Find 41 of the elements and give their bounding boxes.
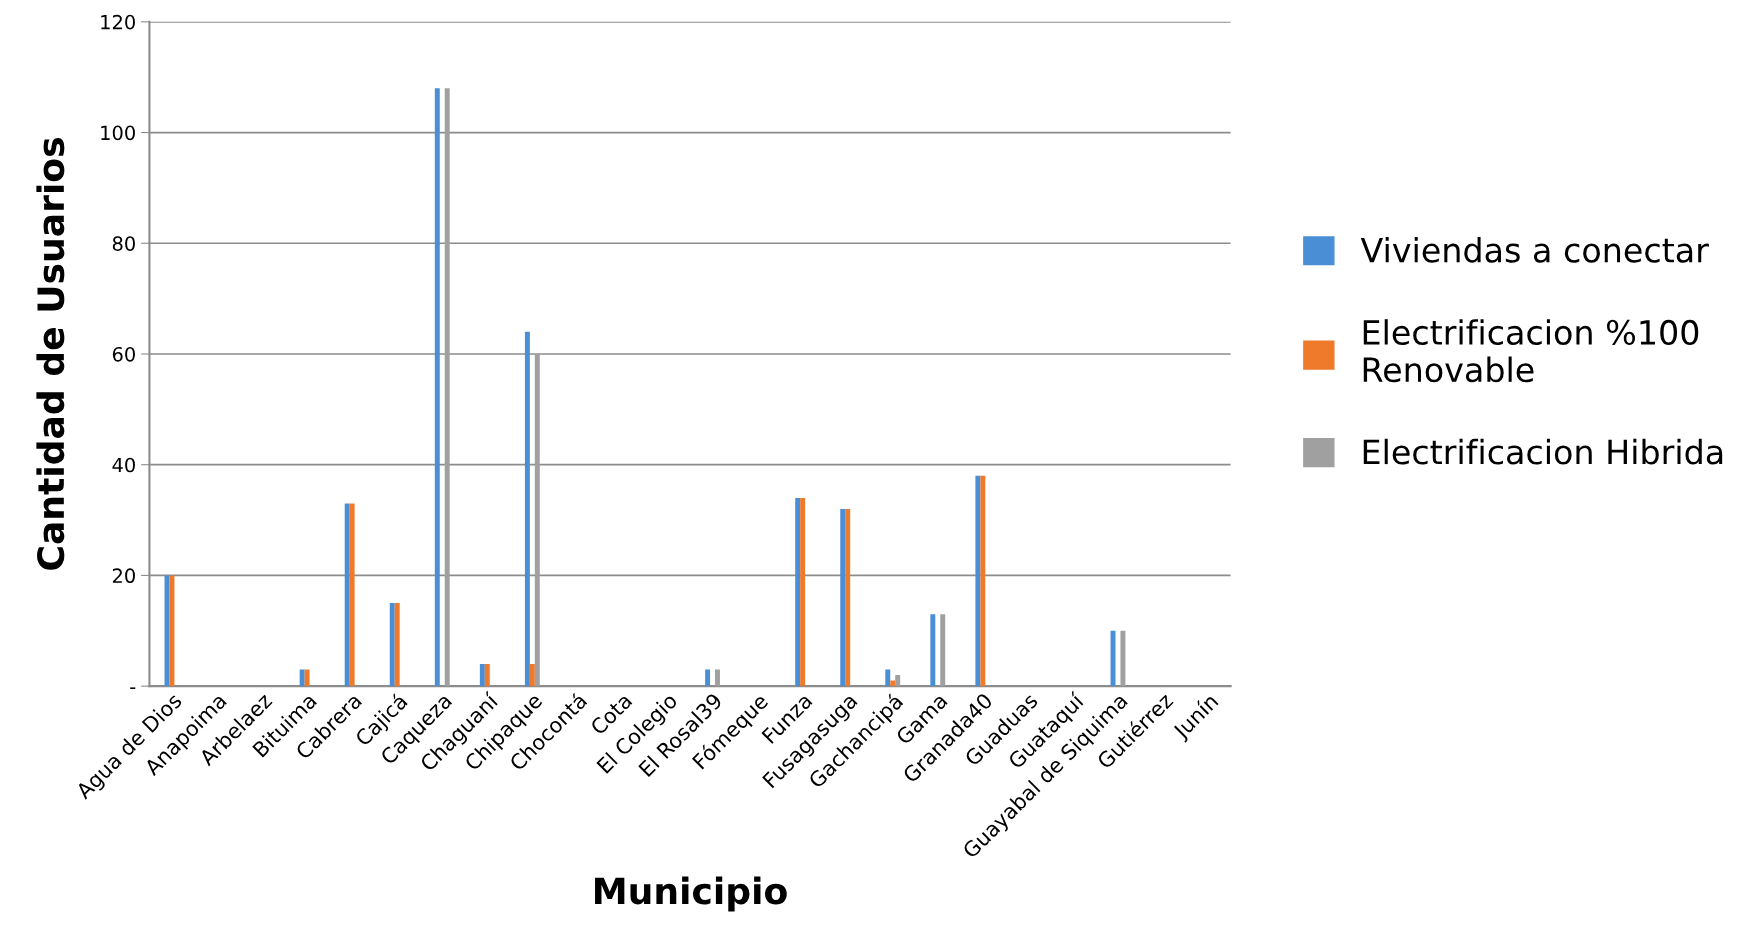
x-axis-title: Municipio — [595, 876, 787, 912]
legend-label: Electrificacion Hibrida — [1363, 438, 1723, 465]
bar — [434, 88, 440, 687]
bar — [895, 675, 901, 687]
bar — [1110, 630, 1116, 687]
bar — [444, 88, 450, 687]
bar — [524, 331, 530, 687]
bar — [975, 475, 981, 687]
bar — [299, 669, 305, 687]
bar — [169, 575, 175, 687]
bar — [394, 603, 400, 687]
bar — [349, 503, 355, 687]
bar — [344, 503, 350, 687]
bar — [940, 614, 946, 687]
bar — [840, 508, 846, 687]
legend-label: Electrificacion %100 Renovable — [1363, 319, 1699, 383]
bar — [890, 680, 896, 687]
bar — [304, 669, 310, 687]
bar — [484, 663, 490, 687]
bar — [885, 669, 891, 687]
bar — [715, 669, 720, 687]
bar — [930, 614, 936, 687]
y-tick-label: 60 — [112, 346, 135, 362]
y-tick-label: 40 — [112, 457, 135, 473]
bar — [479, 663, 485, 687]
bar — [845, 508, 851, 687]
y-tick-label: 120 — [101, 14, 135, 30]
bar — [800, 497, 806, 687]
bar — [534, 353, 540, 687]
bar — [1120, 630, 1126, 687]
y-axis-title: Cantidad de Usuarios — [36, 138, 65, 570]
legend-label: Viviendas a conectar — [1360, 236, 1709, 263]
bar — [980, 475, 986, 687]
bar — [795, 497, 801, 687]
y-tick-label: 80 — [112, 236, 135, 251]
bar — [529, 663, 535, 687]
y-tick-label: - — [130, 687, 136, 689]
y-tick-label: 20 — [112, 568, 135, 584]
y-tick-label: 100 — [101, 125, 135, 141]
bar — [705, 669, 711, 687]
bar — [389, 603, 395, 687]
